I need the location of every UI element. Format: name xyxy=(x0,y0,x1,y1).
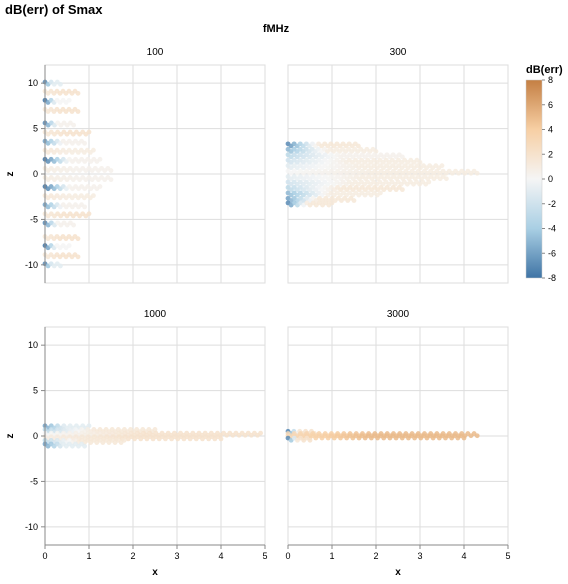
data-point xyxy=(82,140,87,146)
data-point xyxy=(218,436,224,442)
data-point xyxy=(66,243,72,248)
panel-frame xyxy=(287,64,509,284)
legend-tick-label: 4 xyxy=(548,125,553,135)
data-point xyxy=(307,437,313,443)
legend-tick-label: -4 xyxy=(548,224,556,234)
data-point xyxy=(474,433,480,439)
data-point xyxy=(75,254,81,260)
facet-panel-1000: 1000 -10 -5 0 5 10 z 0 1 2 3 4 5 x xyxy=(5,309,268,578)
data-point xyxy=(356,143,361,149)
data-point xyxy=(439,163,445,169)
data-point xyxy=(152,427,158,432)
data-point xyxy=(91,193,96,199)
data-point xyxy=(97,156,103,162)
y-tick-label: -10 xyxy=(25,522,38,532)
legend-ticks: 8 6 4 2 0 -2 -4 -6 -8 xyxy=(542,75,556,283)
data-point xyxy=(71,122,76,128)
legend-tick-label: -2 xyxy=(548,199,556,209)
scatter-points-3000 xyxy=(285,428,480,443)
scatter-points-1000 xyxy=(42,423,263,449)
x-tick-label: 2 xyxy=(373,551,378,561)
data-point xyxy=(86,129,92,135)
facet-panel-100: 100 -10 -5 0 5 10 z xyxy=(5,47,266,284)
data-point xyxy=(58,81,63,87)
legend-tick-label: -8 xyxy=(548,273,556,283)
y-tick-label: 10 xyxy=(28,78,38,88)
data-point xyxy=(71,222,76,228)
data-point xyxy=(66,97,72,103)
data-point xyxy=(58,263,63,269)
y-tick-label: -5 xyxy=(30,214,38,224)
facet-title-3000: 3000 xyxy=(387,309,410,320)
data-point xyxy=(108,177,114,183)
legend-gradient xyxy=(525,79,543,279)
scatter-points-100 xyxy=(42,79,114,269)
legend-tick-label: 6 xyxy=(548,100,553,110)
data-point xyxy=(378,190,383,196)
data-point xyxy=(82,204,87,210)
chart-title: dB(err) of Smax xyxy=(5,2,103,17)
data-point xyxy=(461,435,467,441)
data-point xyxy=(329,200,335,206)
data-point xyxy=(75,236,81,242)
data-point xyxy=(417,159,423,165)
y-tick-label: 5 xyxy=(33,124,38,134)
x-tick-label: 0 xyxy=(285,551,290,561)
x-axis-title: x xyxy=(395,567,401,578)
data-point xyxy=(444,176,449,182)
facet-title-1000: 1000 xyxy=(144,309,167,320)
y-tick-label: 10 xyxy=(28,340,38,350)
x-tick-label: 3 xyxy=(417,551,422,561)
facet-panel-3000: 3000 0 1 2 3 4 5 x xyxy=(285,309,510,578)
data-point xyxy=(91,147,96,153)
y-tick-label: -5 xyxy=(30,476,38,486)
x-tick-label: 1 xyxy=(329,551,334,561)
data-point xyxy=(121,437,127,443)
scatter-points-300 xyxy=(285,141,480,208)
y-tick-label: -10 xyxy=(25,260,38,270)
x-tick-label: 5 xyxy=(262,551,267,561)
x-tick-label: 2 xyxy=(130,551,135,561)
data-point xyxy=(400,187,405,193)
y-tick-label: 0 xyxy=(33,431,38,441)
data-point xyxy=(86,423,92,429)
x-tick-label: 4 xyxy=(218,551,223,561)
x-tick-label: 3 xyxy=(174,551,179,561)
legend-tick-label: 0 xyxy=(548,174,553,184)
x-tick-label: 4 xyxy=(461,551,466,561)
data-point xyxy=(97,184,103,189)
facet-panel-300: 300 xyxy=(285,47,509,284)
data-point xyxy=(258,430,263,436)
y-tick-label: 5 xyxy=(33,386,38,396)
y-axis-title: z xyxy=(5,172,16,177)
data-point xyxy=(75,109,81,114)
data-point xyxy=(75,90,81,96)
x-tick-label: 1 xyxy=(86,551,91,561)
data-point xyxy=(82,443,87,449)
data-point xyxy=(474,170,480,176)
facet-title-300: 300 xyxy=(390,47,407,58)
legend-title: dB(err) xyxy=(526,64,563,76)
legend-tick-label: 2 xyxy=(548,149,553,159)
y-tick-label: 0 xyxy=(33,169,38,179)
data-point xyxy=(351,198,357,203)
legend-tick-label: 8 xyxy=(548,75,553,85)
facet-header: fMHz xyxy=(263,23,290,35)
color-legend: dB(err) 8 6 4 2 0 -2 -4 -6 -8 xyxy=(525,64,563,283)
x-axis-title: x xyxy=(152,567,158,578)
x-tick-label: 0 xyxy=(42,551,47,561)
y-axis-title: z xyxy=(5,434,16,439)
data-point xyxy=(426,179,432,185)
facet-title-100: 100 xyxy=(147,47,164,58)
data-point xyxy=(108,168,114,173)
data-point xyxy=(86,211,92,217)
x-tick-label: 5 xyxy=(505,551,510,561)
legend-tick-label: -6 xyxy=(548,248,556,258)
